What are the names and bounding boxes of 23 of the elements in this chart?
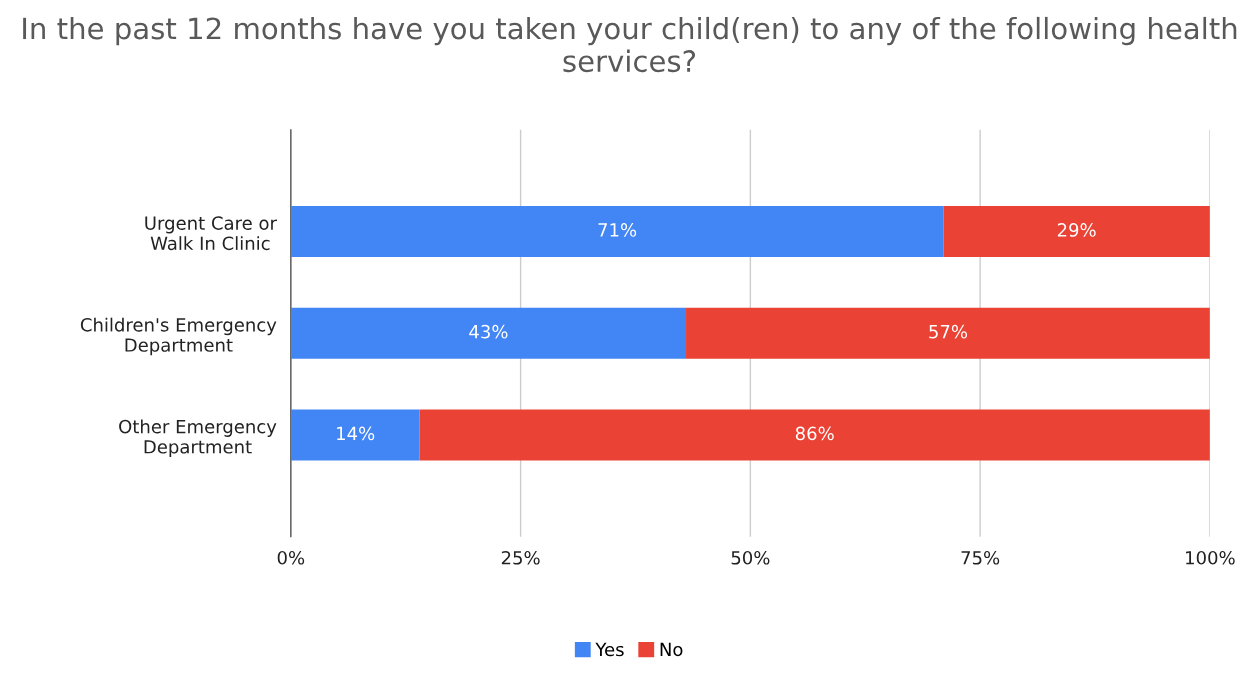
data-label: 29%: [1057, 223, 1096, 237]
bar: [290, 307, 687, 359]
bar: [943, 206, 1210, 257]
data-label: 71%: [598, 223, 637, 237]
y-tick-label: Children's Emergency Department: [80, 317, 277, 356]
x-tick-label: 25%: [501, 550, 540, 565]
data-label: 57%: [929, 324, 968, 339]
data-label: 43%: [469, 324, 508, 339]
x-tick-label: 0%: [277, 550, 305, 565]
chart-title: In the past 12 months have you taken your child(ren) to any of the following health services?: [23, 16, 1237, 73]
data-label: 14%: [337, 426, 375, 441]
y-tick-label: Urgent Care or Walk In Clinic: [145, 216, 277, 251]
bar: [686, 307, 1210, 359]
x-tick-label: 50%: [731, 550, 770, 565]
bar: [290, 409, 420, 461]
bar: [419, 409, 1210, 461]
bar: [290, 206, 944, 257]
legend-label: Yes: [595, 642, 624, 657]
x-tick-label: 100%: [1186, 550, 1235, 565]
legend-label: No: [660, 642, 683, 657]
x-tick-label: 75%: [961, 550, 1000, 565]
data-label: 86%: [795, 426, 834, 441]
y-tick-label: Other Emergency Department: [119, 419, 277, 458]
